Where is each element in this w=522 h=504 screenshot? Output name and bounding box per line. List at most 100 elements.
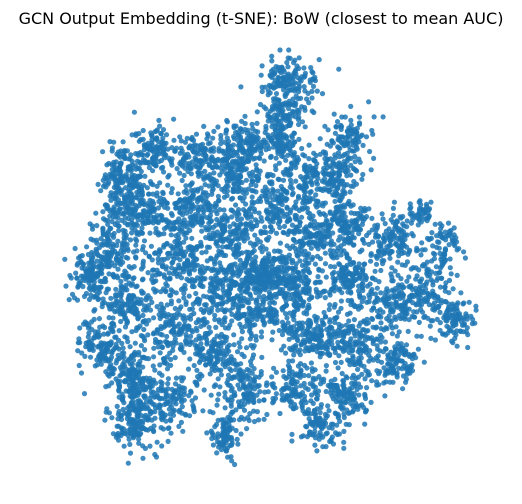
scatter-point — [145, 378, 151, 384]
scatter-point — [313, 316, 319, 322]
scatter-point — [238, 431, 244, 437]
scatter-point — [143, 297, 149, 303]
scatter-point — [172, 148, 178, 154]
scatter-point — [106, 263, 113, 269]
scatter-point — [236, 302, 242, 308]
scatter-point — [258, 215, 264, 221]
scatter-point — [263, 236, 270, 242]
scatter-point — [362, 409, 369, 415]
scatter-point — [171, 116, 177, 122]
scatter-point — [168, 243, 174, 249]
scatter-point — [184, 210, 190, 216]
scatter-point — [203, 153, 209, 159]
scatter-point — [237, 235, 243, 241]
scatter-point — [159, 332, 165, 338]
scatter-point — [165, 438, 171, 444]
scatter-point — [111, 234, 117, 240]
scatter-point — [273, 166, 279, 173]
scatter-point — [108, 197, 114, 203]
scatter-point — [217, 207, 223, 213]
scatter-point — [158, 383, 165, 389]
scatter-point — [154, 190, 160, 196]
scatter-point — [158, 411, 164, 417]
scatter-point — [243, 177, 249, 183]
scatter-point — [210, 135, 216, 141]
scatter-point — [332, 359, 339, 366]
scatter-point — [221, 442, 227, 448]
scatter-point — [169, 156, 175, 162]
scatter-point — [120, 397, 126, 403]
scatter-point — [92, 275, 98, 281]
scatter-point — [75, 260, 81, 267]
scatter-point — [153, 394, 159, 400]
scatter-point — [322, 288, 328, 294]
scatter-point — [171, 339, 177, 345]
scatter-point — [280, 177, 287, 183]
scatter-point — [177, 312, 183, 318]
scatter-point — [134, 421, 141, 427]
scatter-point — [97, 278, 103, 284]
scatter-point — [323, 274, 329, 280]
scatter-point — [162, 358, 168, 364]
scatter-point — [191, 362, 197, 369]
scatter-point — [206, 324, 212, 330]
scatter-point — [359, 402, 365, 408]
scatter-point — [155, 260, 161, 266]
scatter-point — [355, 406, 361, 412]
scatter-point — [115, 411, 121, 417]
scatter-point — [220, 156, 226, 163]
scatter-point — [182, 261, 188, 267]
scatter-point — [133, 151, 139, 157]
scatter-point — [109, 380, 115, 386]
scatter-point — [203, 173, 209, 179]
scatter-point — [122, 220, 128, 226]
scatter-point — [256, 175, 262, 181]
scatter-point — [270, 384, 276, 390]
scatter-point — [256, 374, 262, 380]
scatter-point — [139, 225, 145, 231]
scatter-point — [172, 251, 178, 257]
scatter-point — [360, 268, 366, 274]
scatter-point — [125, 460, 131, 466]
scatter-point — [214, 275, 220, 281]
scatter-point — [228, 196, 235, 202]
scatter-point — [107, 364, 113, 370]
scatter-point — [249, 194, 255, 200]
scatter-point — [105, 221, 111, 227]
scatter-point — [79, 350, 85, 356]
scatter-point — [212, 367, 218, 374]
scatter-point — [107, 213, 113, 219]
scatter-point — [313, 415, 319, 421]
scatter-point — [261, 293, 267, 299]
scatter-point — [237, 257, 243, 263]
scatter-point — [271, 365, 277, 371]
scatter-point — [104, 162, 110, 168]
scatter-point — [304, 252, 310, 258]
scatter-point — [263, 307, 269, 313]
scatter-point — [130, 423, 136, 429]
scatter-point — [151, 345, 157, 351]
scatter-point — [243, 221, 249, 227]
scatter-point — [153, 272, 159, 278]
scatter-point — [359, 371, 365, 377]
scatter-point — [215, 183, 221, 189]
scatter-point — [272, 395, 279, 401]
scatter-point — [142, 173, 148, 179]
scatter-point — [249, 370, 255, 376]
scatter-point — [140, 211, 147, 217]
scatter-point — [203, 249, 209, 255]
scatter-point — [160, 127, 167, 133]
scatter-point — [277, 410, 283, 417]
scatter-point — [109, 320, 115, 326]
scatter-point — [120, 139, 126, 145]
scatter-point — [103, 278, 109, 285]
scatter-point — [321, 376, 327, 382]
scatter-point — [180, 221, 186, 227]
scatter-point — [162, 339, 169, 345]
scatter-point — [263, 283, 269, 290]
scatter-point — [115, 238, 121, 244]
scatter-point — [142, 158, 148, 164]
scatter-point — [231, 181, 237, 187]
scatter-point — [283, 145, 289, 152]
scatter-point — [279, 387, 285, 393]
